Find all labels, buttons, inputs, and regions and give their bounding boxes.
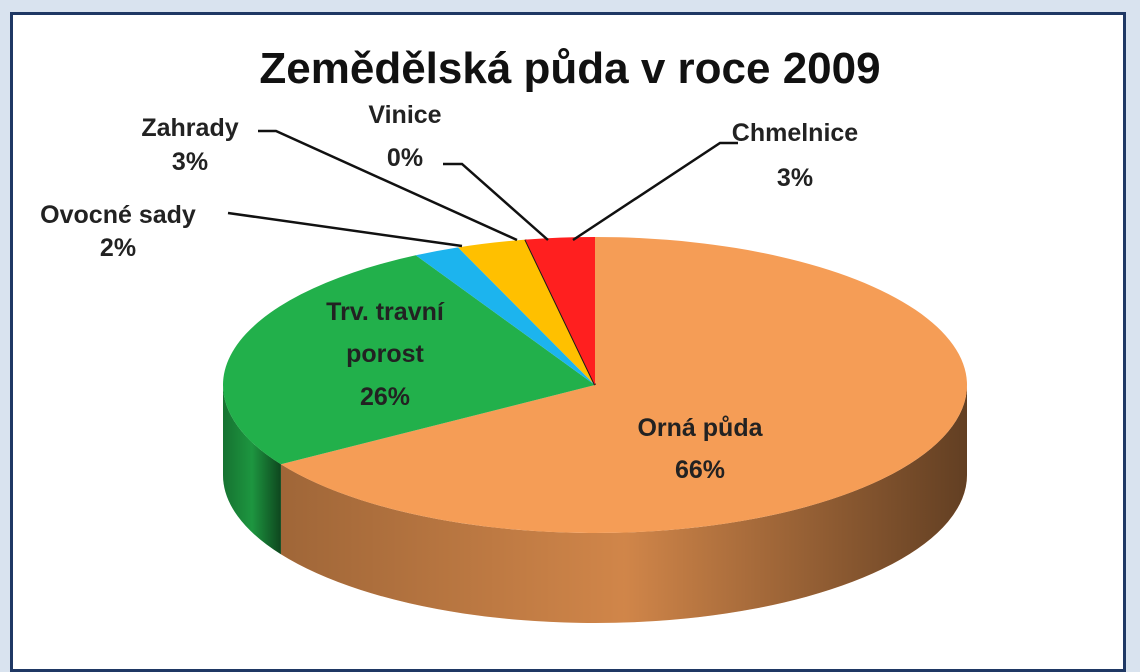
value-label: 26% bbox=[359, 383, 411, 411]
value-label: 0% bbox=[386, 144, 424, 172]
slice bbox=[415, 247, 595, 385]
slice-label: Trv. travní porost bbox=[326, 298, 444, 368]
slice-label: Chmelnice bbox=[731, 119, 859, 147]
slice-label: Zahrady bbox=[141, 114, 239, 142]
slice-label: Orná půda bbox=[637, 414, 763, 442]
slice bbox=[458, 239, 595, 385]
leader-line bbox=[572, 141, 738, 242]
chart-title: Zemědělská půda v roce 2009 bbox=[259, 44, 881, 93]
chart bbox=[222, 129, 967, 624]
slice bbox=[222, 255, 595, 465]
slice-side-shade bbox=[280, 385, 967, 624]
slice bbox=[280, 237, 967, 534]
value-label: 66% bbox=[674, 456, 726, 484]
slice-side-shade bbox=[223, 385, 281, 555]
slice-label: Ovocné sady bbox=[40, 201, 196, 229]
value-label: 3% bbox=[171, 148, 209, 176]
slice bbox=[525, 237, 595, 385]
value-label: 2% bbox=[99, 234, 137, 262]
leader-line bbox=[443, 162, 549, 241]
leader-line bbox=[227, 211, 463, 248]
page: Zemědělská půda v roce 2009 (() => { con… bbox=[10, 12, 1126, 672]
slice-label: Vinice bbox=[368, 101, 442, 129]
leader-line bbox=[258, 129, 518, 242]
value-label: 3% bbox=[776, 164, 814, 192]
